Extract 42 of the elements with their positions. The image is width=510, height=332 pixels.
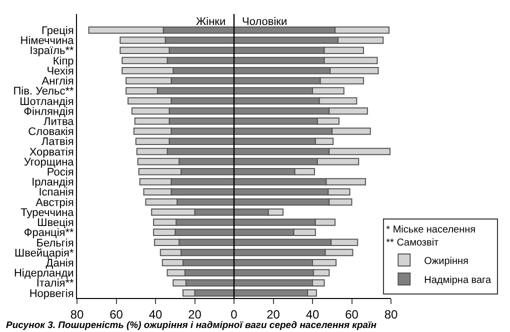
y-tick-label: Латвія — [41, 136, 74, 148]
y-tick-label: Ірландія — [32, 176, 74, 189]
y-tick-label: Австрія — [36, 196, 74, 209]
y-tick-label: Італія** — [36, 278, 75, 290]
y-tick-label: Данія — [46, 257, 74, 270]
x-tick-label: 20 — [266, 307, 280, 322]
y-tick-label: Англія — [42, 76, 74, 88]
y-tick-label: Франція** — [24, 227, 75, 240]
y-tick-label: Швеція — [37, 217, 74, 230]
y-tick-label: Литва — [44, 116, 75, 128]
text: Рисунок 3. Поширеність (%) ожиріння і надмірної ваги серед населення країн — [6, 320, 377, 331]
legend-title: * Міське населення ** Самозвіт — [386, 224, 476, 248]
annotation: Жінки — [196, 16, 226, 28]
y-tick-label: Хорватія — [29, 146, 74, 158]
legend-label: Надмірна вага — [424, 274, 492, 286]
y-tick-label: Росія — [46, 166, 74, 179]
y-tick-label: Нідерланди — [14, 268, 74, 280]
y-tick-label: Бельгія — [36, 237, 74, 250]
x-tick-label: 40 — [148, 307, 162, 322]
y-tick-label: Іспанія — [38, 186, 74, 199]
legend-label: Ожиріння — [424, 256, 468, 267]
y-tick-label: Греція — [42, 25, 74, 38]
y-tick-label: Ізраїль** — [30, 45, 75, 58]
x-tick-label: 80 — [70, 307, 84, 322]
y-tick-label: Туреччина — [20, 206, 75, 219]
y-tick-label: Чехія — [46, 65, 74, 78]
y-tick-label: Швейцарія* — [14, 247, 75, 260]
x-tick-label: 60 — [345, 307, 359, 322]
x-tick-label: 60 — [110, 307, 124, 322]
annotation: Чоловіки — [242, 16, 288, 28]
y-tick-label: Кіпр — [52, 55, 74, 68]
x-tick-label: 20 — [188, 307, 202, 322]
y-tick-label: Угорщина — [24, 156, 75, 168]
y-tick-label: Шотландія — [20, 96, 74, 108]
y-tick-label: Норвегія — [29, 288, 74, 300]
y-tick-label: Словакія — [28, 126, 74, 138]
x-tick-label: 0 — [230, 307, 238, 322]
y-tick-label: Пів. Уельс** — [13, 86, 75, 98]
x-tick-label: 40 — [306, 307, 320, 322]
y-tick-label: Німеччина — [20, 35, 75, 48]
x-tick-label: 80 — [384, 307, 398, 322]
y-tick-label: Фінляндія — [24, 106, 74, 118]
